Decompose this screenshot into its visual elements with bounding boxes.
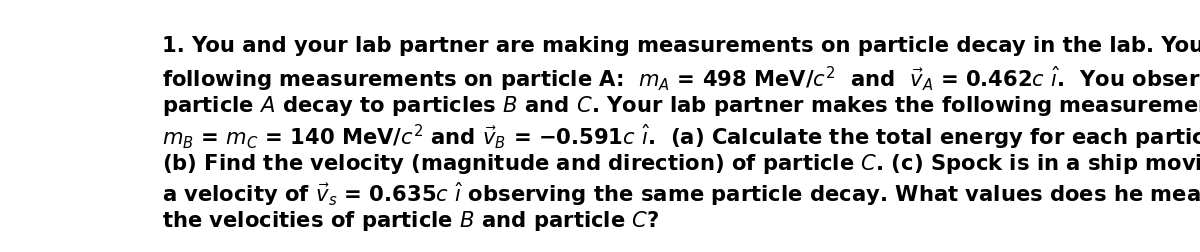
Text: a velocity of $\vec{v}_s$ = 0.635$c$ $\hat{\imath}$ observing the same particle : a velocity of $\vec{v}_s$ = 0.635$c$ $\h… bbox=[162, 180, 1200, 207]
Text: particle $\mathit{A}$ decay to particles $\mathit{B}$ and $\mathit{C}$. Your lab: particle $\mathit{A}$ decay to particles… bbox=[162, 93, 1200, 117]
Text: 1. You and your lab partner are making measurements on particle decay in the lab: 1. You and your lab partner are making m… bbox=[162, 36, 1200, 56]
Text: (b) Find the velocity (magnitude and direction) of particle $\mathit{C}$. (c) Sp: (b) Find the velocity (magnitude and dir… bbox=[162, 151, 1200, 175]
Text: $m_B$ = $m_C$ = 140 MeV/$c^2$ and $\vec{v}_B$ = −0.591$c$ $\hat{\imath}$.  (a) C: $m_B$ = $m_C$ = 140 MeV/$c^2$ and $\vec{… bbox=[162, 122, 1200, 151]
Text: the velocities of particle $\mathit{B}$ and particle $\mathit{C}$?: the velocities of particle $\mathit{B}$ … bbox=[162, 208, 660, 232]
Text: following measurements on particle A:  $m_A$ = 498 MeV/$c^2$  and  $\vec{v}_A$ =: following measurements on particle A: $m… bbox=[162, 65, 1200, 94]
